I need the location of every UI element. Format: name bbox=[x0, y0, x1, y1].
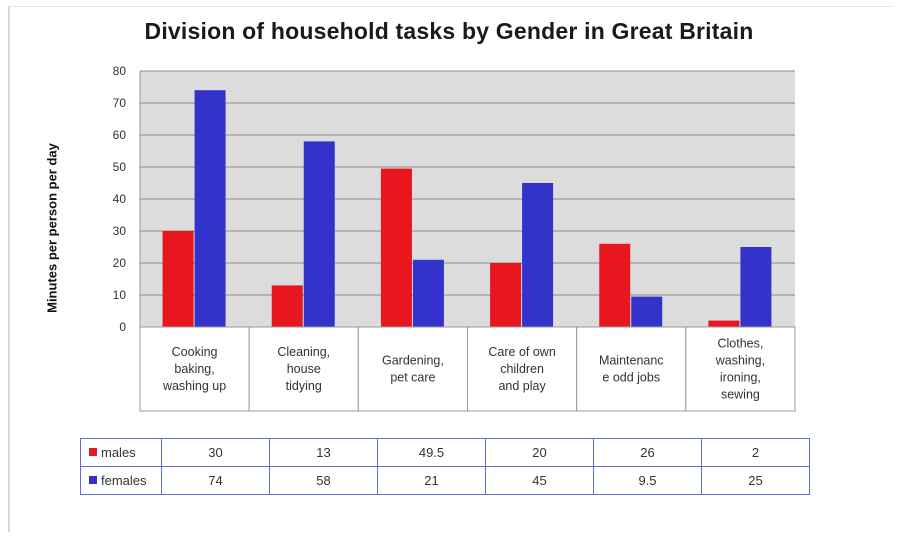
category-box bbox=[139, 326, 250, 412]
bar-females bbox=[522, 183, 554, 327]
table-cell: 26 bbox=[593, 438, 702, 467]
table-cell: 13 bbox=[269, 438, 378, 467]
data-table-row-females: females 74 58 21 45 9.5 25 bbox=[80, 466, 810, 495]
table-cell: 25 bbox=[701, 466, 810, 495]
y-tick-label: 50 bbox=[113, 160, 127, 174]
bar-males bbox=[271, 285, 303, 327]
category-box bbox=[576, 326, 687, 412]
y-tick-label: 60 bbox=[113, 128, 127, 142]
category-box bbox=[685, 326, 796, 412]
bar-males bbox=[599, 243, 631, 327]
y-tick-label: 40 bbox=[113, 192, 127, 206]
x-tick-label: Cooking baking, washing up bbox=[162, 345, 226, 393]
table-cell: 58 bbox=[269, 466, 378, 495]
x-tick-label: Clothes, washing, ironing, sewing bbox=[715, 337, 765, 402]
y-tick-label: 20 bbox=[113, 256, 127, 270]
x-tick-label: Cleaning, house tidying bbox=[277, 345, 330, 393]
y-tick-label: 30 bbox=[113, 224, 127, 238]
table-cell: 45 bbox=[485, 466, 594, 495]
table-cell: 49.5 bbox=[377, 438, 486, 467]
y-tick-label: 0 bbox=[119, 320, 126, 334]
table-cell: 74 bbox=[161, 466, 270, 495]
chart-frame bbox=[8, 6, 892, 532]
legend-swatch-females bbox=[89, 476, 97, 484]
y-tick-label: 10 bbox=[113, 288, 127, 302]
bar-males bbox=[380, 168, 412, 327]
category-box bbox=[357, 326, 469, 412]
bar-males bbox=[708, 320, 740, 327]
bar-males bbox=[490, 263, 522, 327]
legend-entry-females: females bbox=[80, 466, 162, 495]
table-cell: 30 bbox=[161, 438, 270, 467]
table-cell: 21 bbox=[377, 466, 486, 495]
table-cell: 20 bbox=[485, 438, 594, 467]
legend-entry-males: males bbox=[80, 438, 162, 467]
bar-females bbox=[412, 259, 444, 327]
data-table-row-males: males 30 13 49.5 20 26 2 bbox=[80, 438, 810, 467]
y-tick-label: 70 bbox=[113, 96, 127, 110]
bar-males bbox=[162, 231, 194, 327]
x-tick-label: Gardening, pet care bbox=[382, 354, 444, 385]
legend-label-females: females bbox=[101, 473, 147, 488]
bar-females bbox=[194, 90, 226, 327]
x-tick-label: Maintenanc e odd jobs bbox=[599, 354, 664, 385]
data-table: males 30 13 49.5 20 26 2 females 74 58 2… bbox=[80, 438, 810, 495]
x-tick-label: Care of own children and play bbox=[488, 345, 555, 393]
category-box bbox=[467, 326, 578, 412]
category-box bbox=[248, 326, 359, 412]
bar-females bbox=[303, 141, 335, 327]
table-cell: 9.5 bbox=[593, 466, 702, 495]
legend-swatch-males bbox=[89, 448, 97, 456]
legend-label-males: males bbox=[101, 445, 136, 460]
chart-title: Division of household tasks by Gender in… bbox=[144, 18, 754, 44]
bar-females bbox=[631, 296, 663, 327]
table-cell: 2 bbox=[701, 438, 810, 467]
bar-females bbox=[740, 247, 772, 327]
y-tick-label: 80 bbox=[113, 64, 127, 78]
